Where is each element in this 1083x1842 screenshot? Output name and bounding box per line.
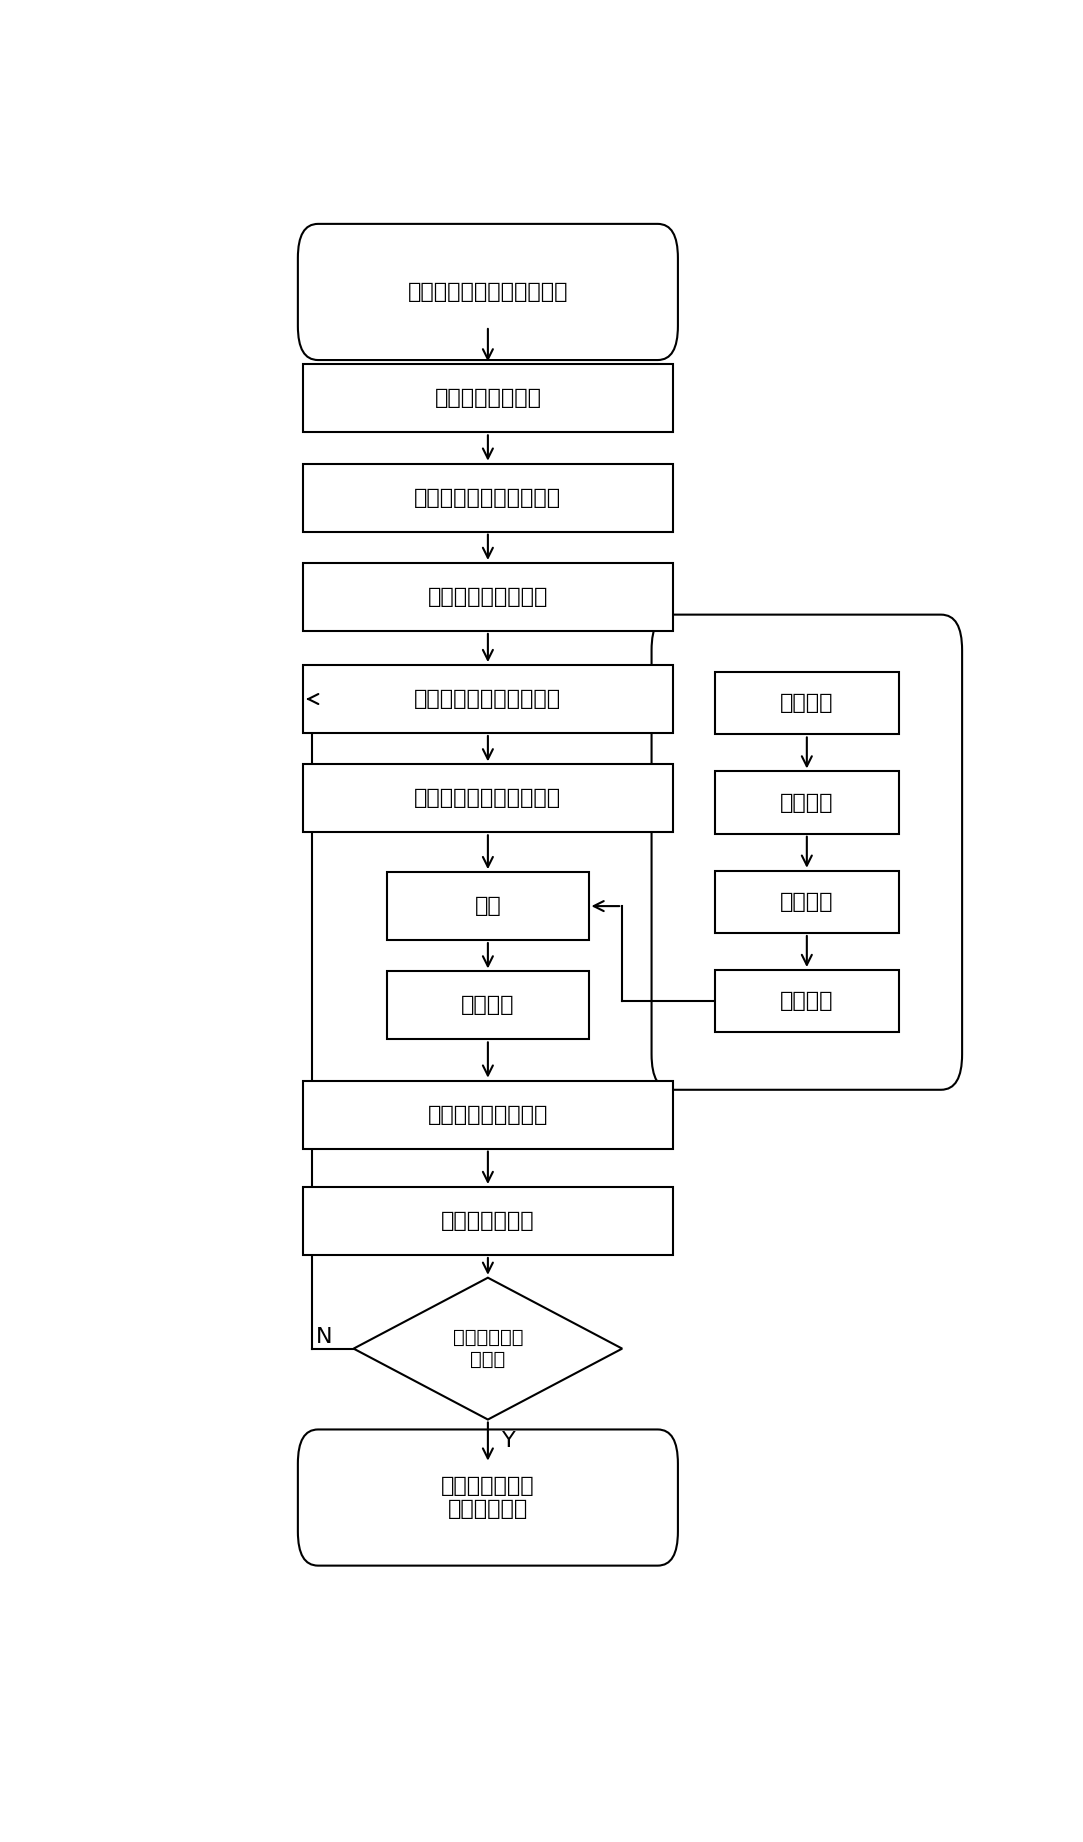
Text: 适应度值评价及选择: 适应度值评价及选择 <box>428 1105 548 1125</box>
Text: 多瓶颈机器的识别: 多瓶颈机器的识别 <box>434 389 542 409</box>
Text: 整体解码: 整体解码 <box>461 995 514 1015</box>
FancyBboxPatch shape <box>388 971 589 1039</box>
Text: 待调度大规模车间数据采集: 待调度大规模车间数据采集 <box>407 282 569 302</box>
FancyBboxPatch shape <box>303 665 673 733</box>
Text: 疫苗抽取: 疫苗抽取 <box>780 792 834 812</box>
FancyBboxPatch shape <box>303 1186 673 1254</box>
FancyBboxPatch shape <box>715 971 899 1032</box>
FancyBboxPatch shape <box>388 871 589 939</box>
FancyBboxPatch shape <box>715 772 899 834</box>
FancyBboxPatch shape <box>715 672 899 735</box>
Text: 瓶颈机与非瓶颈分类变异: 瓶颈机与非瓶颈分类变异 <box>415 788 561 809</box>
FancyBboxPatch shape <box>303 564 673 632</box>
Text: 解码最优染色体
输出调度指令: 解码最优染色体 输出调度指令 <box>441 1475 535 1520</box>
FancyBboxPatch shape <box>303 464 673 532</box>
FancyBboxPatch shape <box>298 1429 678 1566</box>
Text: 疫苗注射: 疫苗注射 <box>780 892 834 912</box>
Text: 瓶颈机与非瓶颈分类编码: 瓶颈机与非瓶颈分类编码 <box>415 488 561 508</box>
Text: 免疫检测: 免疫检测 <box>780 991 834 1011</box>
FancyBboxPatch shape <box>303 764 673 833</box>
Polygon shape <box>353 1278 622 1420</box>
Text: N: N <box>316 1328 332 1347</box>
Text: 免疫: 免疫 <box>474 895 501 915</box>
Text: Y: Y <box>503 1431 516 1451</box>
FancyBboxPatch shape <box>303 1081 673 1149</box>
Text: 瓶颈机与非瓶颈分类交叉: 瓶颈机与非瓶颈分类交叉 <box>415 689 561 709</box>
FancyBboxPatch shape <box>303 365 673 433</box>
Text: 初始染色体种群生成: 初始染色体种群生成 <box>428 588 548 606</box>
FancyBboxPatch shape <box>715 871 899 934</box>
Text: 满足迭代终止
条件？: 满足迭代终止 条件？ <box>453 1328 523 1369</box>
Text: 抗原选择: 抗原选择 <box>780 693 834 713</box>
Text: 最优染色体更新: 最优染色体更新 <box>441 1210 535 1230</box>
FancyBboxPatch shape <box>298 225 678 359</box>
FancyBboxPatch shape <box>652 615 962 1090</box>
